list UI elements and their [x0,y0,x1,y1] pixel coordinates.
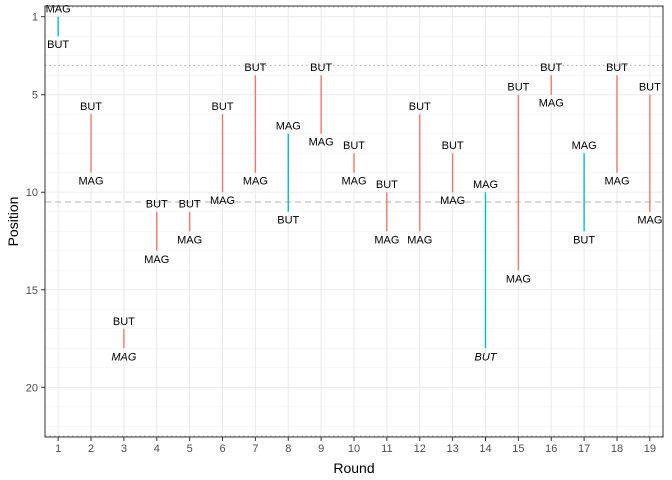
x-tick-label: 4 [154,443,160,455]
x-tick-label: 15 [512,443,524,455]
but-label-round-5: BUT [179,199,201,211]
mag-label-round-7: MAG [243,176,268,188]
x-tick-label: 9 [318,443,324,455]
mag-label-round-14: MAG [473,179,498,191]
grid-lines [45,6,663,437]
point-labels: MAG BUT BUT MAG BUT MAG BUT MAG BUT MAG BUT MAG BUT M… [46,4,663,364]
mag-label-round-18: MAG [604,176,629,188]
mag-label-round-15: MAG [506,273,531,285]
mag-label-round-12: MAG [407,234,432,246]
x-tick-label: 5 [187,443,193,455]
mag-label-round-5: MAG [177,234,202,246]
but-label-round-9: BUT [310,62,332,74]
but-label-round-2: BUT [80,101,102,113]
mag-label-round-17: MAG [572,140,597,152]
x-tick-label: 3 [121,443,127,455]
x-tick-label: 1 [55,443,61,455]
x-tick-label: 18 [611,443,623,455]
y-tick-label: 15 [26,285,38,297]
but-label-round-1: BUT [47,39,69,51]
but-label-round-11: BUT [376,179,398,191]
but-label-round-4: BUT [146,199,168,211]
mag-label-round-19: MAG [637,215,662,227]
but-label-round-8: BUT [277,215,299,227]
y-tick-label: 1 [32,12,38,24]
x-tick-label: 12 [414,443,426,455]
mag-label-round-10: MAG [341,176,366,188]
y-tick-label: 20 [26,382,38,394]
x-tick-label: 2 [88,443,94,455]
mag-label-round-3: MAG [111,351,137,363]
reference-lines [45,6,663,437]
segments [57,16,651,349]
x-tick-label: 14 [479,443,491,455]
mag-label-round-13: MAG [440,195,465,207]
but-label-round-16: BUT [540,62,562,74]
x-tick-label: 10 [348,443,360,455]
but-label-round-3: BUT [113,316,135,328]
x-tick-label: 7 [252,443,258,455]
but-label-round-6: BUT [212,101,234,113]
mag-label-round-1: MAG [46,4,71,16]
mag-label-round-6: MAG [210,195,235,207]
x-tick-label: 19 [644,443,656,455]
x-tick-label: 16 [545,443,557,455]
mag-label-round-11: MAG [374,234,399,246]
but-label-round-7: BUT [244,62,266,74]
x-tick-label: 11 [381,443,392,455]
but-label-round-17: BUT [573,234,595,246]
y-tick-label: 10 [26,187,38,199]
y-axis-title: Position [5,197,21,247]
but-label-round-18: BUT [606,62,628,74]
mag-label-round-8: MAG [276,121,301,133]
mag-label-round-9: MAG [309,137,334,149]
x-tick-label: 8 [285,443,291,455]
but-label-round-12: BUT [409,101,431,113]
y-tick-label: 5 [32,90,38,102]
mag-label-round-4: MAG [144,254,169,266]
but-label-round-19: BUT [639,82,661,94]
x-tick-label: 17 [578,443,590,455]
mag-label-round-16: MAG [539,98,564,110]
x-axis-title: Round [333,460,374,476]
but-label-round-13: BUT [442,140,464,152]
but-label-round-15: BUT [507,82,529,94]
x-tick-label: 13 [446,443,458,455]
mag-label-round-2: MAG [78,176,103,188]
but-label-round-14: BUT [474,351,497,363]
but-label-round-10: BUT [343,140,365,152]
x-tick-label: 6 [219,443,225,455]
